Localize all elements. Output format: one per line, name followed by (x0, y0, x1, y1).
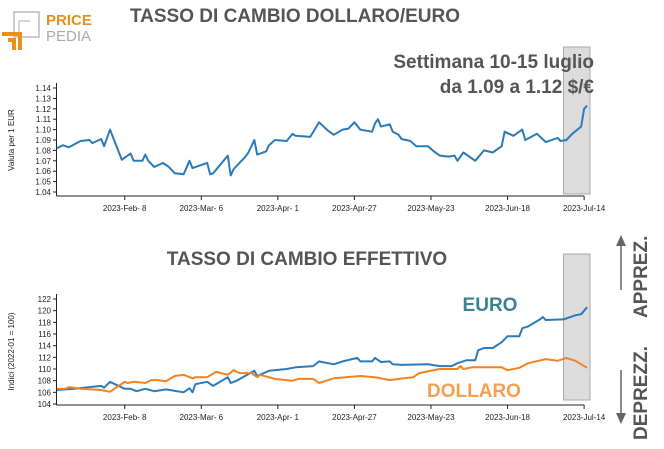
y-tick-label: 1.04 (35, 188, 51, 197)
effective-rate-chart: TASSO DI CAMBIO EFFETTIVO Indici (2022-01… (7, 249, 606, 422)
arrow-down-icon (616, 413, 626, 424)
x-tick-label: 2023-Apr-27 (332, 413, 377, 422)
logo-mark-icon (2, 32, 22, 50)
x-tick-label: 2023-May-23 (407, 413, 455, 422)
deprezz-label: DEPREZZ. (631, 346, 652, 440)
x-tick-label: 2023-Jun-18 (485, 204, 530, 213)
y-tick-label: 1.08 (35, 146, 51, 155)
x-tick-label: 2023-Apr-27 (332, 204, 377, 213)
y-tick-label: 1.09 (35, 136, 51, 145)
x-tick-label: 2023-Mar- 6 (180, 204, 224, 213)
y-tick-label: 1.12 (35, 105, 51, 114)
highlight-week-box (562, 253, 591, 401)
apprez-label: APPREZ. (631, 236, 652, 318)
chart-title: TASSO DI CAMBIO EFFETTIVO (167, 249, 447, 270)
y-tick-label: 114 (38, 342, 51, 351)
appreciation-indicator: APPREZ. (616, 235, 652, 318)
highlight-week-box (562, 46, 591, 195)
chart-title: TASSO DI CAMBIO DOLLARO/EURO (130, 6, 460, 27)
y-tick-label: 108 (38, 377, 52, 386)
y-axis-label: Valuta per 1 EUR (7, 109, 16, 171)
y-tick-label: 112 (38, 353, 51, 362)
y-tick-label: 122 (38, 295, 52, 304)
exchange-rate-chart: TASSO DI CAMBIO DOLLARO/EURO Valuta per 1… (7, 6, 606, 213)
y-tick-label: 1.05 (35, 178, 51, 187)
series-line-dollaro (57, 356, 588, 393)
logo-frame-icon (13, 11, 40, 38)
series-line-euro (56, 306, 588, 394)
x-tick-label: 2023-Feb- 8 (103, 413, 147, 422)
y-axis-label: Indici (2022-01 = 100) (7, 312, 16, 390)
x-tick-label: 2023-Jul-14 (563, 204, 606, 213)
y-tick-label: 104 (38, 400, 52, 409)
x-tick-label: 2023-Apr- 1 (257, 204, 300, 213)
depreciation-indicator: DEPREZZ. (616, 346, 652, 440)
x-tick-label: 2023-Jul-14 (563, 413, 606, 422)
annotation-week: Settimana 10-15 luglio (393, 52, 594, 73)
x-tick-label: 2023-Apr- 1 (257, 413, 300, 422)
y-tick-label: 118 (38, 318, 51, 327)
logo-text-pedia: PEDIA (46, 28, 91, 45)
y-tick-label: 1.14 (35, 84, 51, 93)
y-tick-label: 1.06 (35, 167, 51, 176)
pricepedia-logo: PRICE PEDIA (2, 11, 92, 50)
y-tick-label: 1.10 (35, 126, 51, 135)
x-tick-label: 2023-Mar- 6 (180, 413, 224, 422)
x-tick-label: 2023-Feb- 8 (103, 204, 147, 213)
y-tick-label: 110 (38, 365, 51, 374)
y-tick-label: 1.13 (35, 94, 51, 103)
y-tick-label: 1.07 (35, 157, 51, 166)
euro-series-label: EURO (463, 295, 518, 316)
y-tick-label: 1.11 (36, 115, 52, 124)
y-tick-label: 106 (38, 388, 52, 397)
logo-inner-icon (18, 20, 30, 37)
annotation-change: da 1.09 a 1.12 $/€ (440, 77, 595, 98)
x-tick-label: 2023-May-23 (407, 204, 455, 213)
logo-text-price: PRICE (46, 12, 92, 29)
dollaro-series-label: DOLLARO (427, 381, 521, 402)
y-tick-label: 120 (38, 307, 52, 316)
series-line-usd-eur (56, 105, 588, 177)
x-tick-label: 2023-Jun-18 (485, 413, 530, 422)
arrow-up-icon (616, 235, 626, 246)
y-tick-label: 116 (38, 330, 51, 339)
